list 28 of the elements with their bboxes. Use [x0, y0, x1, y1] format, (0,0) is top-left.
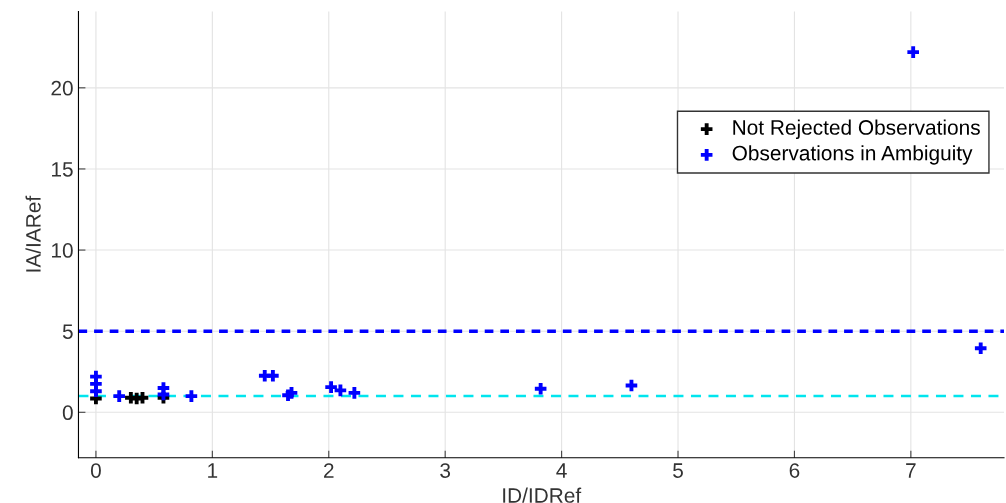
x-tick-label: 7	[906, 463, 916, 478]
point	[334, 384, 347, 397]
y-axis-title: IA/IARef	[25, 195, 41, 272]
y-tick-label: 0	[62, 405, 73, 421]
point	[113, 390, 126, 402]
x-tick-label: 2	[324, 463, 334, 478]
x-axis-title: ID/IDRef	[503, 487, 582, 503]
y-tick-label: 15	[52, 162, 73, 177]
point	[907, 46, 919, 58]
y-tick-label: 20	[51, 80, 73, 96]
point	[974, 342, 987, 355]
point	[285, 387, 298, 399]
y-tick-label: 10	[52, 243, 73, 258]
x-tick-label: 3	[440, 463, 451, 478]
x-tick-label: 1	[208, 463, 218, 478]
point	[325, 381, 337, 393]
x-tick-label: 5	[673, 463, 683, 478]
point	[534, 382, 547, 395]
y-tick-label: 5	[62, 324, 73, 339]
legend-label: Observations in Ambiguity	[732, 145, 973, 165]
x-tick-label: 0	[90, 463, 101, 478]
point	[185, 390, 198, 402]
legend-label: Not Rejected Observations	[733, 119, 980, 139]
point	[90, 370, 102, 383]
point	[348, 387, 361, 399]
x-tick-label: 4	[556, 463, 567, 478]
point	[267, 369, 279, 382]
x-tick-label: 6	[789, 463, 800, 478]
